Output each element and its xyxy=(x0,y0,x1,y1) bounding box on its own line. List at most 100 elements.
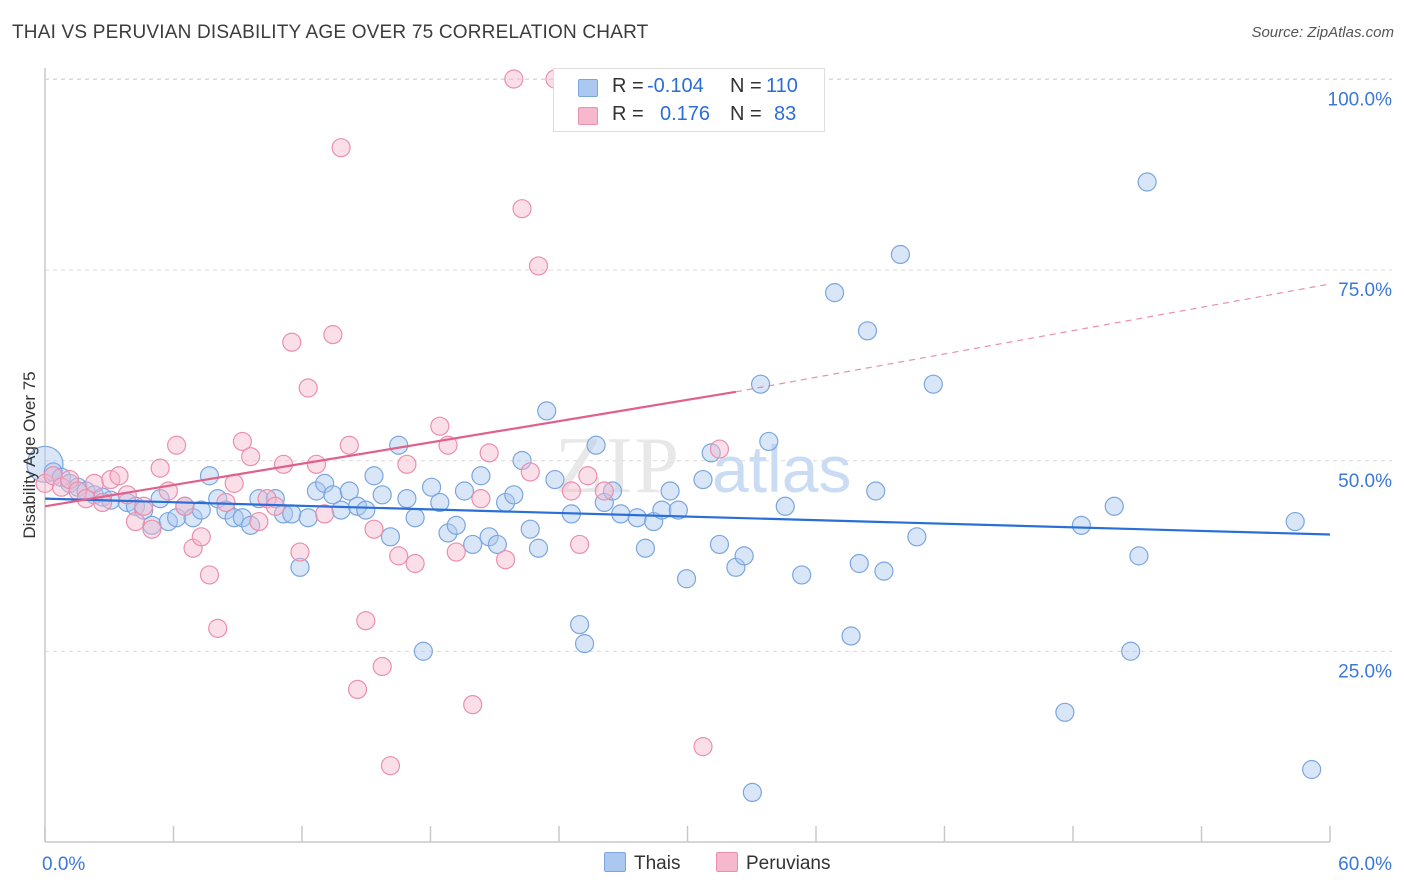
n-label: N = xyxy=(730,75,762,97)
thais-point xyxy=(676,569,697,589)
thais-point xyxy=(792,565,812,585)
thais-point xyxy=(545,469,565,490)
thais-point xyxy=(413,641,433,661)
watermark-atlas: atlas xyxy=(712,432,851,506)
thais-point xyxy=(380,527,401,547)
peruvians-point xyxy=(372,656,392,677)
thais-point xyxy=(907,527,927,547)
legend-row-peruvians: R = 0.176 N = 83 xyxy=(554,101,824,129)
peruvians-point xyxy=(241,447,261,467)
thais-point xyxy=(602,481,623,501)
thais-point xyxy=(438,523,458,543)
thais-point xyxy=(216,500,236,520)
n-value: 110 xyxy=(766,75,798,97)
thais-legend-label: Thais xyxy=(634,853,681,874)
thais-point xyxy=(421,477,442,497)
peruvians-point xyxy=(323,325,343,345)
thais-point xyxy=(282,504,302,524)
peruvians-trend-line xyxy=(44,390,737,508)
peruvians-point xyxy=(232,431,252,452)
thais-point xyxy=(430,492,450,513)
thais-point xyxy=(635,538,656,558)
peruvians-point xyxy=(561,481,582,501)
peruvians-trend-extension xyxy=(735,283,1331,393)
thais-point xyxy=(586,435,606,455)
peruvians-point xyxy=(397,454,417,474)
peruvians-point xyxy=(405,553,425,574)
thais-point xyxy=(479,527,499,547)
thais-point xyxy=(232,508,252,528)
thais-trend-line xyxy=(44,497,1331,536)
thais-point xyxy=(857,321,878,341)
correlation-legend: R = -0.104 N = 110 R = 0.176 N = 83 xyxy=(553,68,825,132)
thais-point xyxy=(1071,515,1091,535)
thais-point xyxy=(265,489,285,509)
legend-row-thais: R = -0.104 N = 110 xyxy=(554,73,824,101)
thais-point xyxy=(1285,511,1305,532)
thais-point xyxy=(759,431,779,452)
x-tick-label: 60.0% xyxy=(1338,854,1392,875)
thais-point xyxy=(1137,172,1157,192)
thais-point xyxy=(372,485,392,505)
peruvians-point xyxy=(257,489,277,509)
series-legend-peruvians: Peruvians xyxy=(716,852,831,875)
peruvians-swatch xyxy=(578,107,598,125)
peruvians-point xyxy=(306,454,327,474)
r-value: 0.176 xyxy=(660,103,711,125)
thais-point xyxy=(841,626,861,646)
thais-legend-swatch xyxy=(604,852,626,872)
peruvians-point xyxy=(35,473,55,493)
thais-point xyxy=(471,466,491,486)
chart-title: THAI VS PERUVIAN DISABILITY AGE OVER 75 … xyxy=(12,22,649,43)
peruvians-point xyxy=(496,550,516,570)
thais-point xyxy=(734,546,754,566)
peruvians-point xyxy=(528,256,549,276)
peruvians-point xyxy=(430,416,450,436)
peruvians-point xyxy=(134,496,154,516)
peruvians-point xyxy=(512,199,532,219)
thais-point xyxy=(775,496,795,516)
peruvians-point xyxy=(273,454,294,474)
y-tick-label: 25.0% xyxy=(1338,661,1392,682)
thais-point xyxy=(298,508,318,528)
peruvians-point xyxy=(594,481,614,501)
peruvians-legend-label: Peruvians xyxy=(746,853,831,874)
peruvians-point xyxy=(520,462,540,482)
thais-point xyxy=(824,283,845,303)
source-label: Source: ZipAtlas.com xyxy=(1251,24,1394,41)
thais-swatch xyxy=(578,79,598,97)
thais-point xyxy=(520,519,540,539)
peruvians-point xyxy=(249,511,269,532)
thais-point xyxy=(191,500,211,520)
peruvians-point xyxy=(290,542,310,562)
watermark-zip: ZIP xyxy=(555,422,681,510)
peruvians-point xyxy=(347,679,368,700)
thais-point xyxy=(709,534,730,555)
thais-point xyxy=(570,614,590,635)
y-tick-label: 100.0% xyxy=(1328,90,1393,111)
peruvians-point xyxy=(356,611,376,631)
thais-point xyxy=(1121,641,1141,661)
thais-point xyxy=(323,485,343,505)
peruvians-point xyxy=(298,378,318,398)
thais-point xyxy=(364,466,384,486)
r-label: R = xyxy=(612,103,644,125)
peruvians-point xyxy=(84,473,104,493)
thais-point xyxy=(742,782,762,803)
thais-point xyxy=(389,435,409,455)
n-value: 83 xyxy=(774,103,797,125)
thais-point xyxy=(750,374,771,394)
thais-point xyxy=(866,481,886,501)
thais-point xyxy=(574,634,595,654)
peruvians-point xyxy=(51,477,72,497)
peruvians-point xyxy=(364,519,384,539)
thais-point xyxy=(1302,759,1322,780)
peruvians-point xyxy=(142,519,162,539)
peruvians-point xyxy=(339,435,359,455)
thais-point xyxy=(224,508,244,528)
peruvians-point xyxy=(125,511,146,532)
thais-point xyxy=(290,557,310,577)
peruvians-point xyxy=(570,534,590,555)
thais-point xyxy=(693,469,713,490)
